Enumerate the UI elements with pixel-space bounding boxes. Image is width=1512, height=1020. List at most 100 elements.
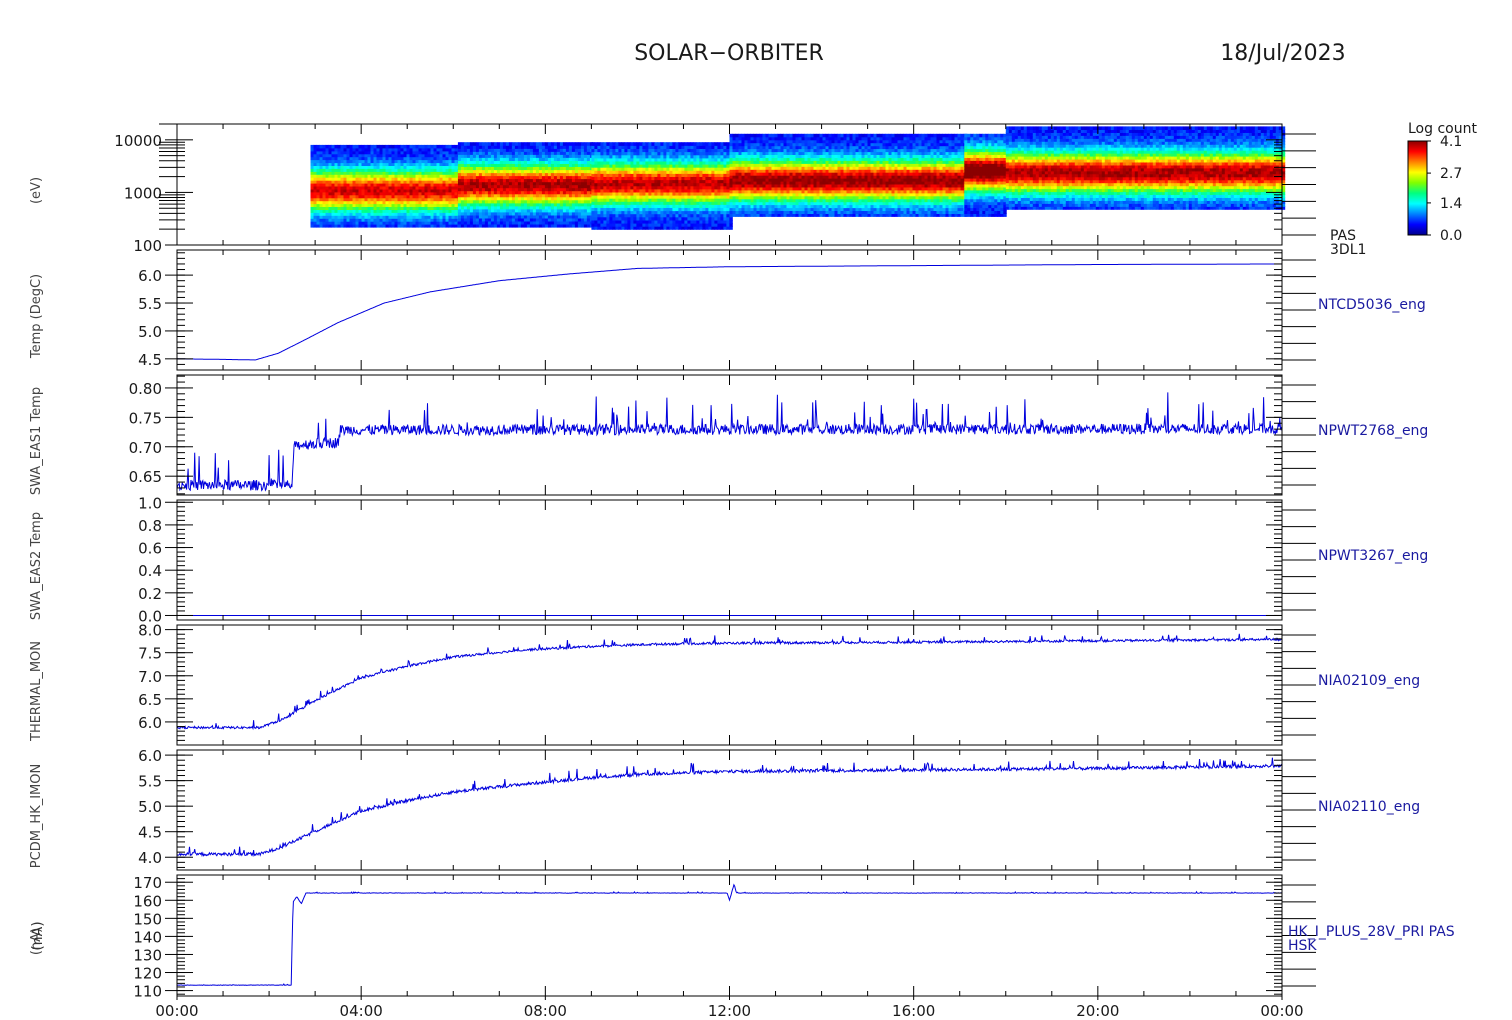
spectrogram-cell bbox=[424, 153, 428, 158]
spectrogram-cell bbox=[565, 211, 570, 216]
spectrogram-cell bbox=[690, 164, 694, 168]
spectrogram-cell bbox=[642, 148, 646, 153]
spectrogram-cell bbox=[783, 139, 787, 144]
spectrogram-cell bbox=[535, 154, 540, 158]
spectrogram-cell bbox=[690, 151, 694, 156]
spectrogram-cell bbox=[636, 167, 640, 171]
spectrogram-cell bbox=[343, 186, 347, 190]
spectrogram-cell bbox=[391, 183, 395, 187]
spectrogram-cell bbox=[469, 142, 474, 146]
spectrogram-cell bbox=[606, 191, 610, 196]
spectrogram-cell bbox=[801, 151, 805, 155]
spectrogram-cell bbox=[591, 176, 595, 181]
spectrogram-cell bbox=[517, 202, 522, 207]
spectrogram-cell bbox=[493, 196, 498, 201]
spectrogram-cell bbox=[532, 151, 537, 155]
spectrogram-cell bbox=[337, 183, 341, 187]
spectrogram-cell bbox=[591, 148, 595, 153]
spectrogram-cell bbox=[792, 133, 796, 138]
spectrogram-cell bbox=[520, 211, 525, 216]
spectrogram-cell bbox=[654, 142, 658, 146]
spectrogram-cell bbox=[720, 216, 724, 221]
spectrogram-cell bbox=[367, 212, 371, 216]
spectrogram-cell bbox=[627, 145, 631, 149]
spectrogram-cell bbox=[469, 205, 474, 210]
spectrogram-cell bbox=[421, 168, 425, 172]
spectrogram-cell bbox=[553, 220, 558, 225]
spectrogram-cell bbox=[508, 217, 513, 222]
spectrogram-cell bbox=[699, 213, 703, 218]
spectrogram-cell bbox=[463, 160, 468, 164]
spectrogram-cell bbox=[310, 186, 314, 190]
spectrogram-cell bbox=[334, 197, 338, 202]
spectrogram-cell bbox=[642, 179, 646, 184]
spectrogram-cell bbox=[541, 214, 546, 219]
spectrogram-cell bbox=[603, 145, 607, 149]
spectrogram-cell bbox=[484, 178, 489, 183]
spectrogram-cell bbox=[436, 188, 440, 193]
spectrogram-cell bbox=[690, 182, 694, 187]
spectrogram-cell bbox=[490, 208, 495, 213]
spectrogram-cell bbox=[535, 145, 540, 149]
spectrogram-cell bbox=[771, 195, 775, 200]
spectrogram-cell bbox=[726, 160, 730, 165]
spectrogram-cell bbox=[822, 207, 826, 211]
spectrogram-cell bbox=[454, 188, 458, 193]
spectrogram-cell bbox=[487, 190, 492, 195]
spectrogram-cell bbox=[627, 201, 631, 205]
spectrogram-cell bbox=[574, 190, 579, 195]
spectrogram-cell bbox=[744, 189, 748, 194]
spectrogram-cell bbox=[636, 148, 640, 153]
spectrogram-cell bbox=[523, 187, 528, 192]
spectrogram-cell bbox=[433, 188, 437, 193]
spectrogram-cell bbox=[813, 157, 817, 161]
spectrogram-cell bbox=[409, 206, 413, 210]
spectrogram-cell bbox=[627, 210, 631, 215]
spectrogram-cell bbox=[322, 174, 326, 178]
spectrogram-cell bbox=[310, 215, 314, 219]
spectrogram-cell bbox=[615, 216, 619, 221]
spectrogram-cell bbox=[717, 157, 721, 162]
spectrogram-cell bbox=[786, 195, 790, 200]
spectrogram-cell bbox=[765, 175, 769, 179]
spectrogram-cell bbox=[783, 157, 787, 161]
spectrogram-cell bbox=[753, 145, 757, 150]
spectrogram-cell bbox=[657, 201, 661, 205]
spectrogram-cell bbox=[726, 201, 730, 205]
spectrogram-cell bbox=[526, 199, 531, 204]
spectrogram-cell bbox=[544, 172, 549, 177]
spectrogram-cell bbox=[577, 205, 582, 210]
spectrogram-cell bbox=[720, 223, 724, 227]
spectrogram-cell bbox=[505, 169, 510, 174]
spectrogram-cell bbox=[541, 148, 546, 152]
spectrogram-cell bbox=[421, 212, 425, 216]
spectrogram-cell bbox=[397, 168, 401, 172]
spectrogram-cell bbox=[597, 210, 601, 215]
spectrogram-cell bbox=[603, 219, 607, 224]
spectrogram-cell bbox=[705, 167, 709, 171]
spectrogram-cell bbox=[786, 213, 790, 217]
spectrogram-cell bbox=[663, 223, 667, 227]
spectrogram-cell bbox=[753, 166, 757, 170]
spectrogram-cell bbox=[544, 178, 549, 183]
spectrogram-cell bbox=[792, 163, 796, 167]
spectrogram-cell bbox=[762, 184, 766, 188]
spectrogram-cell bbox=[439, 215, 443, 219]
spectrogram-cell bbox=[642, 213, 646, 218]
spectrogram-cell bbox=[529, 163, 534, 167]
spectrogram-cell bbox=[541, 211, 546, 216]
spectrogram-cell bbox=[630, 154, 634, 159]
spectrogram-cell bbox=[556, 211, 561, 216]
spectrogram-cell bbox=[331, 206, 335, 210]
spectrogram-cell bbox=[816, 157, 820, 161]
spectrogram-cell bbox=[496, 202, 501, 207]
spectrogram-cell bbox=[828, 175, 832, 179]
spectrogram-cell bbox=[684, 160, 688, 165]
spectrogram-cell bbox=[705, 182, 709, 187]
spectrogram-cell bbox=[603, 188, 607, 193]
spectrogram-cell bbox=[571, 211, 576, 216]
spectrogram-cell bbox=[337, 200, 341, 205]
spectrogram-cell bbox=[825, 148, 829, 153]
spectrogram-cell bbox=[415, 191, 419, 196]
spectrogram-cell bbox=[376, 197, 380, 202]
